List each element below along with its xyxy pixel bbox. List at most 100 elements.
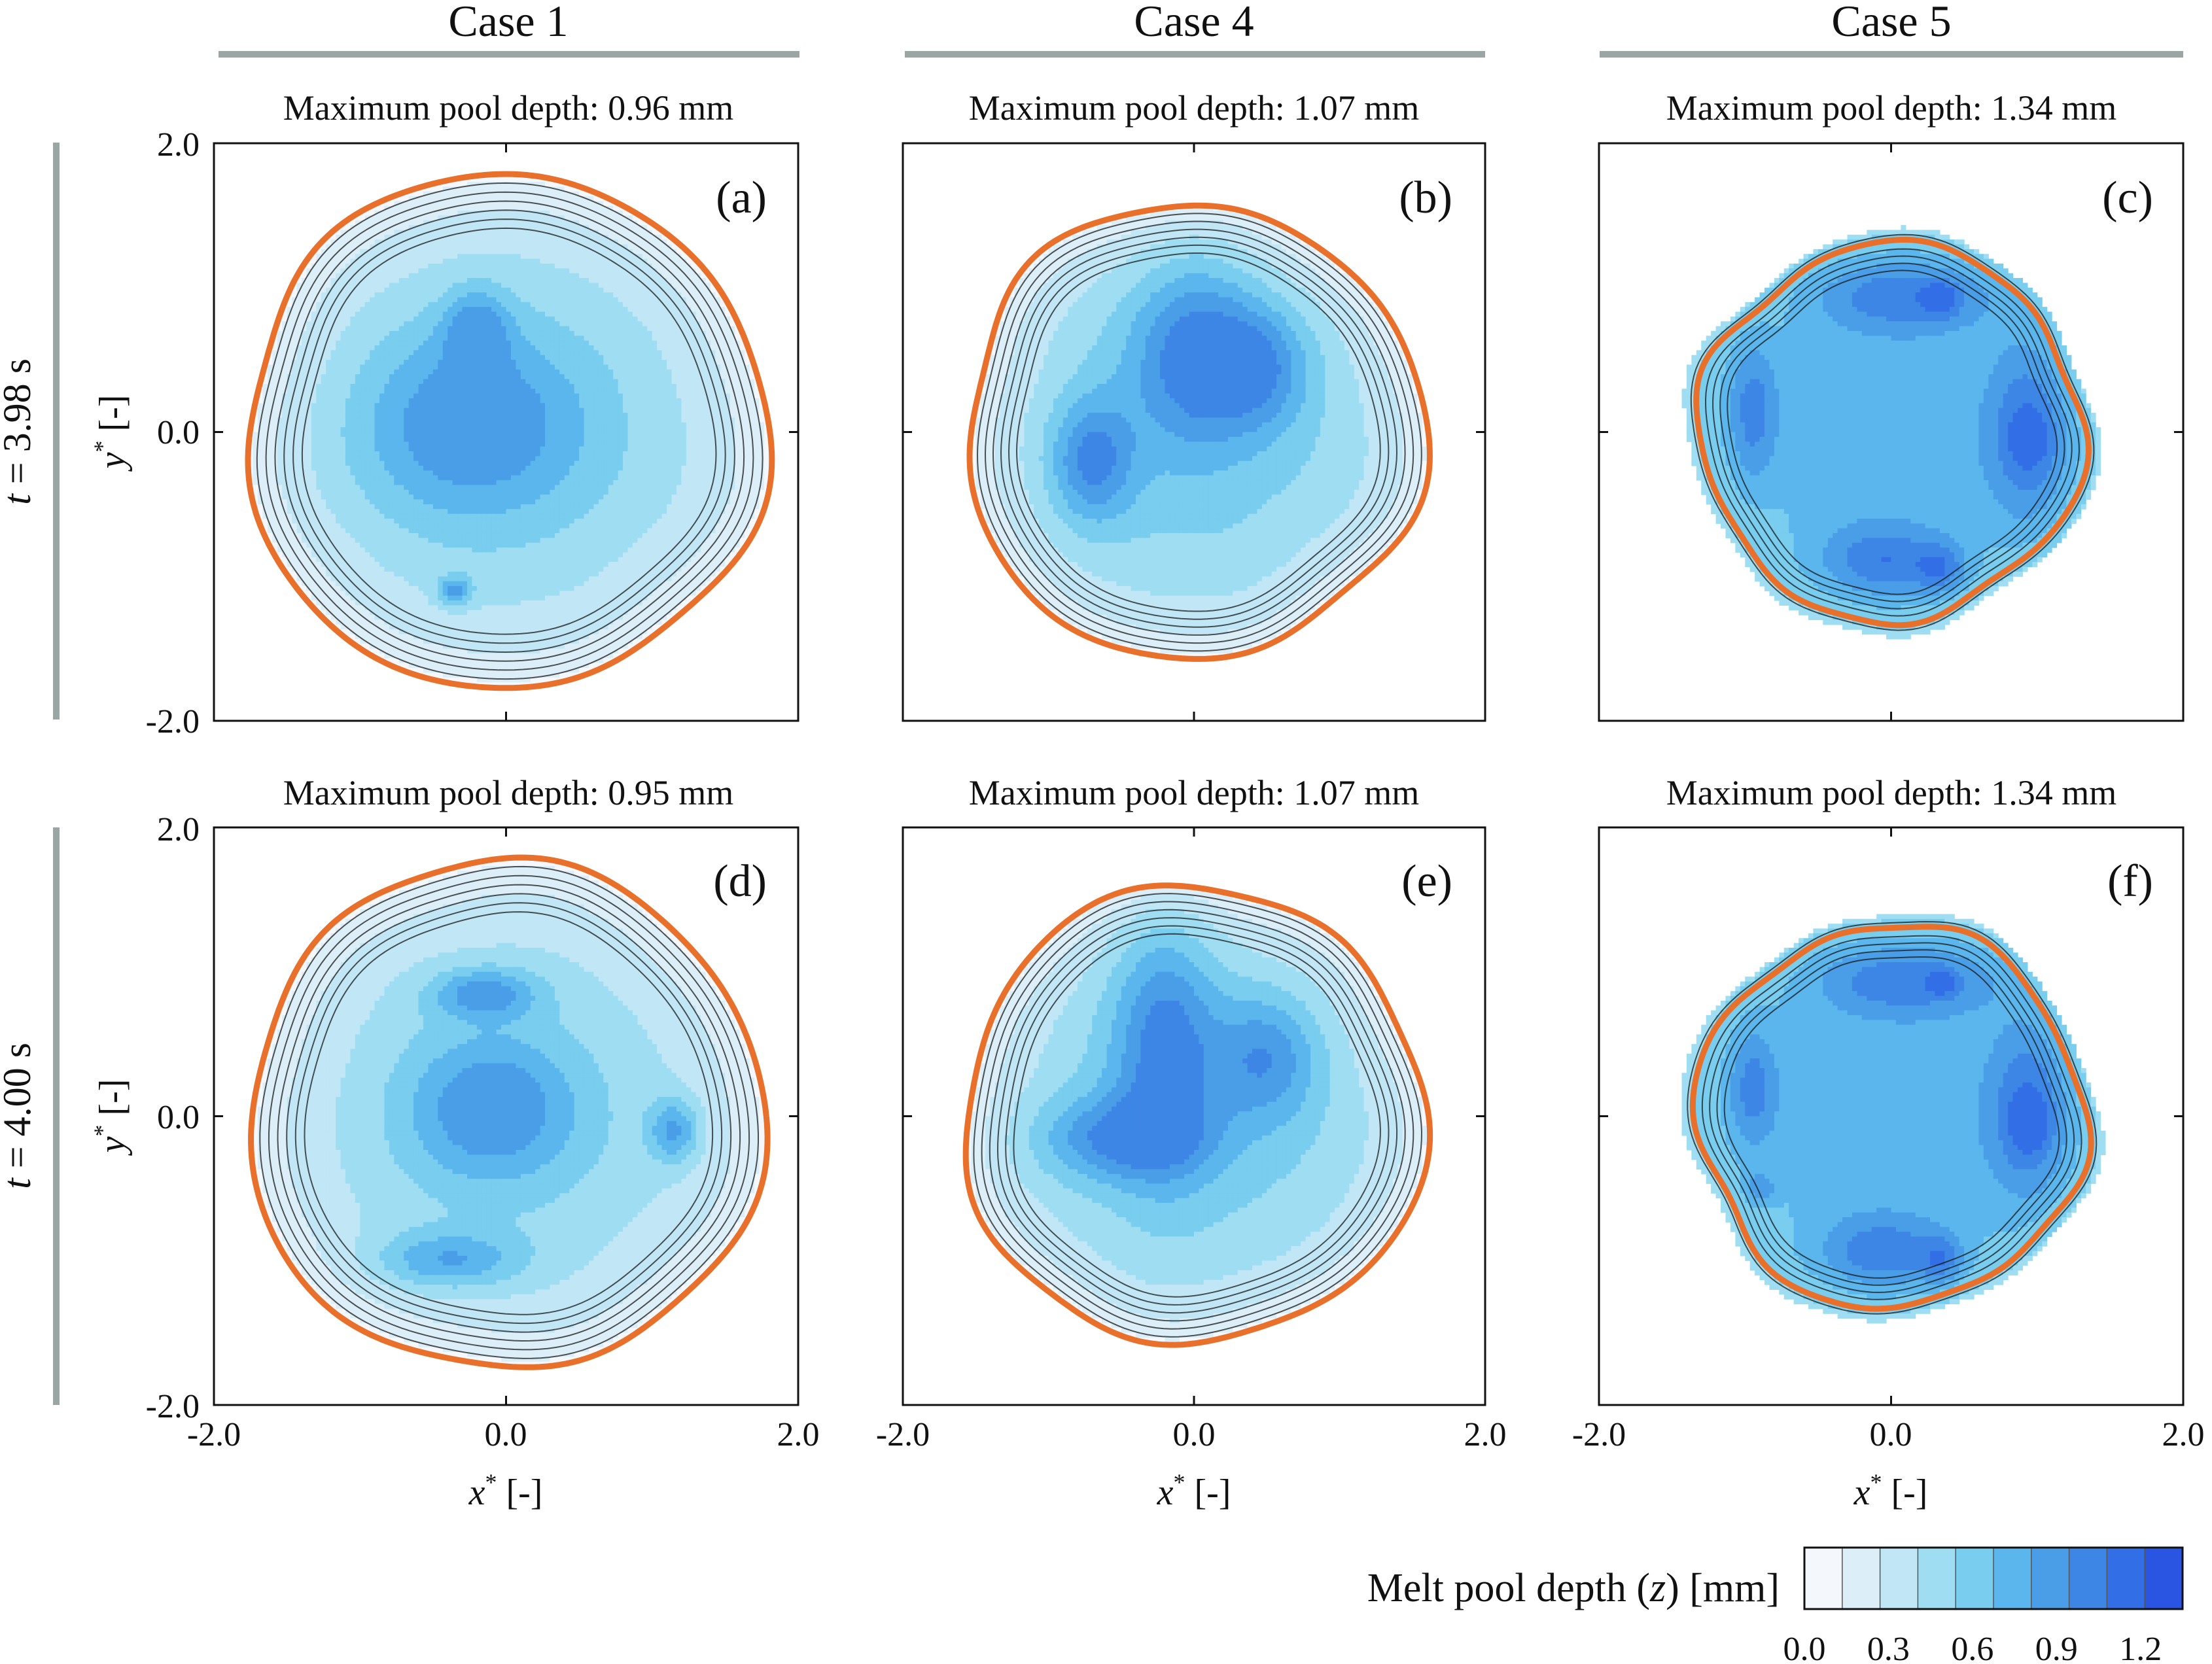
panel-a-cell	[482, 297, 487, 303]
panel-a-cell	[442, 432, 448, 438]
panel-a-cell	[496, 297, 502, 303]
panel-a-cell	[462, 297, 468, 303]
panel-a-cell	[360, 369, 366, 375]
panel-a-cell	[394, 600, 400, 606]
panel-a-cell	[423, 595, 429, 601]
panel-a-cell	[364, 552, 370, 558]
panel-a-cell	[340, 600, 346, 606]
panel-a-cell	[360, 393, 366, 399]
panel-a-cell	[374, 480, 380, 486]
panel-a-cell	[360, 422, 366, 428]
panel-a-cell	[457, 663, 463, 668]
panel-a-cell	[482, 615, 487, 621]
panel-a-cell	[370, 523, 376, 529]
panel-a-cell	[418, 619, 424, 625]
panel-a-cell	[506, 292, 512, 298]
panel-a-cell	[472, 345, 478, 351]
panel-a-cell	[491, 283, 497, 288]
panel-a-cell	[516, 215, 521, 221]
panel-a-cell	[476, 230, 482, 235]
panel-a-cell	[428, 523, 434, 529]
panel-a-cell	[496, 196, 502, 201]
panel-a-cell	[374, 605, 380, 611]
panel-a-cell	[287, 393, 292, 399]
panel-a-cell	[321, 287, 326, 293]
panel-a-cell	[379, 562, 385, 568]
panel-a-cell	[496, 576, 502, 582]
panel-a-cell	[374, 595, 380, 601]
panel-a-cell	[428, 672, 434, 678]
panel-a-cell	[491, 663, 497, 668]
panel-a-cell	[345, 254, 351, 260]
panel-a-cell	[379, 205, 385, 211]
panel-a-cell	[491, 446, 497, 452]
panel-a-cell	[398, 634, 404, 640]
panel-a-cell	[340, 456, 346, 462]
panel-a-cell	[296, 364, 302, 370]
panel-a-cell	[442, 422, 448, 428]
panel-a-cell	[350, 234, 356, 240]
panel-a-cell	[510, 244, 516, 250]
panel-a-cell	[316, 258, 322, 264]
panel-a-cell	[360, 383, 366, 389]
panel-a-cell	[272, 513, 278, 519]
panel-a-cell	[423, 249, 429, 254]
panel-a-cell	[292, 571, 298, 577]
panel-a-cell	[404, 369, 410, 375]
panel-a-cell	[448, 629, 453, 635]
panel-a-cell	[462, 615, 468, 621]
panel-a-cell	[408, 220, 414, 226]
panel-a-cell	[486, 446, 492, 452]
panel-a-cell	[316, 566, 322, 572]
panel-a-cell	[428, 562, 434, 568]
panel-a-cell	[525, 220, 531, 226]
panel-a-cell	[350, 595, 356, 601]
panel-a-cell	[448, 287, 453, 293]
panel-a-cell	[491, 523, 497, 529]
panel-a-cell	[336, 523, 342, 529]
panel-a-cell	[501, 398, 507, 404]
panel-a-cell	[516, 268, 521, 274]
panel-a-cell	[413, 360, 419, 366]
panel-a-cell	[462, 278, 468, 283]
panel-a-cell	[277, 446, 283, 452]
panel-a-cell	[374, 523, 380, 529]
panel-a-cell	[516, 576, 521, 582]
panel-a-cell	[466, 393, 473, 399]
panel-a-cell	[272, 422, 278, 428]
panel-a-cell	[404, 475, 410, 481]
panel-a-cell	[501, 330, 507, 336]
panel-a-cell	[413, 475, 419, 481]
panel-a-cell	[520, 585, 526, 591]
panel-a-cell	[404, 220, 410, 226]
panel-a-cell	[428, 475, 434, 481]
panel-a-cell	[466, 475, 473, 481]
panel-a-cell	[472, 311, 478, 317]
panel-a-cell	[379, 340, 385, 346]
panel-a-cell	[301, 374, 307, 380]
panel-a-cell	[336, 499, 342, 505]
panel-a-cell	[340, 494, 346, 500]
panel-a-cell	[423, 205, 429, 211]
panel-a-cell	[448, 615, 453, 621]
panel-a-cell	[345, 509, 351, 515]
panel-a-cell	[501, 436, 507, 442]
panel-a-cell	[496, 330, 502, 336]
panel-a-cell	[510, 398, 516, 404]
panel-a-cell	[394, 336, 400, 341]
panel-a-cell	[442, 360, 448, 366]
panel-a-cell	[360, 638, 366, 644]
panel-a-cell	[432, 542, 438, 548]
panel-a-cell	[364, 383, 370, 389]
panel-a-cell	[466, 518, 473, 524]
panel-a-cell	[296, 321, 302, 327]
panel-a-cell	[326, 600, 332, 606]
panel-a-cell	[316, 254, 322, 260]
panel-a-cell	[501, 321, 507, 327]
panel-a-cell	[491, 585, 497, 591]
panel-a-cell	[423, 225, 429, 231]
panel-a-cell	[384, 364, 390, 370]
panel-a-cell	[350, 383, 356, 389]
panel-a-cell	[516, 393, 521, 399]
panel-a-cell	[321, 533, 326, 538]
